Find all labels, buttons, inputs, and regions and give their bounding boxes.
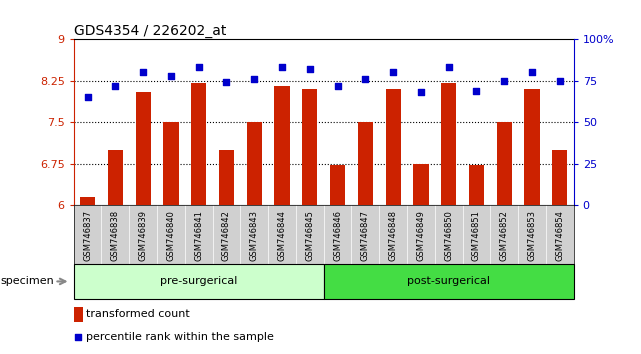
Text: GSM746844: GSM746844 bbox=[278, 210, 287, 261]
Point bbox=[554, 78, 565, 83]
Text: specimen: specimen bbox=[1, 276, 54, 286]
Bar bbox=[163, 122, 179, 205]
Bar bbox=[524, 89, 540, 205]
Bar bbox=[247, 122, 262, 205]
Bar bbox=[219, 150, 234, 205]
Point bbox=[277, 64, 287, 70]
Point bbox=[194, 64, 204, 70]
Point bbox=[73, 334, 83, 339]
Point bbox=[499, 78, 510, 83]
Bar bbox=[358, 122, 373, 205]
Bar bbox=[274, 86, 290, 205]
Bar bbox=[74, 264, 324, 299]
Text: GSM746842: GSM746842 bbox=[222, 210, 231, 261]
Text: GSM746850: GSM746850 bbox=[444, 210, 453, 261]
Bar bbox=[324, 264, 574, 299]
Bar bbox=[108, 150, 123, 205]
Bar bbox=[413, 164, 429, 205]
Bar bbox=[441, 83, 456, 205]
Bar bbox=[497, 122, 512, 205]
Point bbox=[471, 88, 481, 93]
Text: GSM746838: GSM746838 bbox=[111, 210, 120, 261]
Point bbox=[249, 76, 260, 82]
Text: GSM746841: GSM746841 bbox=[194, 210, 203, 261]
Text: GSM746847: GSM746847 bbox=[361, 210, 370, 261]
Text: GSM746837: GSM746837 bbox=[83, 210, 92, 261]
Text: post-surgerical: post-surgerical bbox=[407, 276, 490, 286]
Point bbox=[221, 79, 231, 85]
Bar bbox=[302, 89, 317, 205]
Text: GSM746853: GSM746853 bbox=[528, 210, 537, 261]
Text: GSM746840: GSM746840 bbox=[167, 210, 176, 261]
Text: GSM746851: GSM746851 bbox=[472, 210, 481, 261]
Text: GSM746854: GSM746854 bbox=[555, 210, 564, 261]
Bar bbox=[191, 83, 206, 205]
Text: GSM746848: GSM746848 bbox=[388, 210, 397, 261]
Text: GSM746849: GSM746849 bbox=[417, 210, 426, 261]
Text: GSM746846: GSM746846 bbox=[333, 210, 342, 261]
Point bbox=[388, 69, 398, 75]
Text: pre-surgerical: pre-surgerical bbox=[160, 276, 237, 286]
Text: GSM746845: GSM746845 bbox=[305, 210, 314, 261]
Text: GDS4354 / 226202_at: GDS4354 / 226202_at bbox=[74, 24, 226, 38]
Text: transformed count: transformed count bbox=[86, 309, 190, 319]
Bar bbox=[74, 307, 83, 321]
Point bbox=[416, 89, 426, 95]
Point bbox=[166, 73, 176, 78]
Bar bbox=[80, 197, 96, 205]
Point bbox=[304, 66, 315, 72]
Point bbox=[138, 69, 148, 75]
Point bbox=[333, 83, 343, 88]
Text: percentile rank within the sample: percentile rank within the sample bbox=[86, 332, 274, 342]
Text: GSM746843: GSM746843 bbox=[250, 210, 259, 261]
Bar bbox=[135, 92, 151, 205]
Point bbox=[83, 94, 93, 100]
Text: GSM746839: GSM746839 bbox=[138, 210, 147, 261]
Bar bbox=[330, 165, 345, 205]
Bar bbox=[552, 150, 567, 205]
Point bbox=[444, 64, 454, 70]
Bar bbox=[469, 165, 484, 205]
Point bbox=[110, 83, 121, 88]
Point bbox=[527, 69, 537, 75]
Text: GSM746852: GSM746852 bbox=[500, 210, 509, 261]
Bar bbox=[385, 89, 401, 205]
Point bbox=[360, 76, 370, 82]
